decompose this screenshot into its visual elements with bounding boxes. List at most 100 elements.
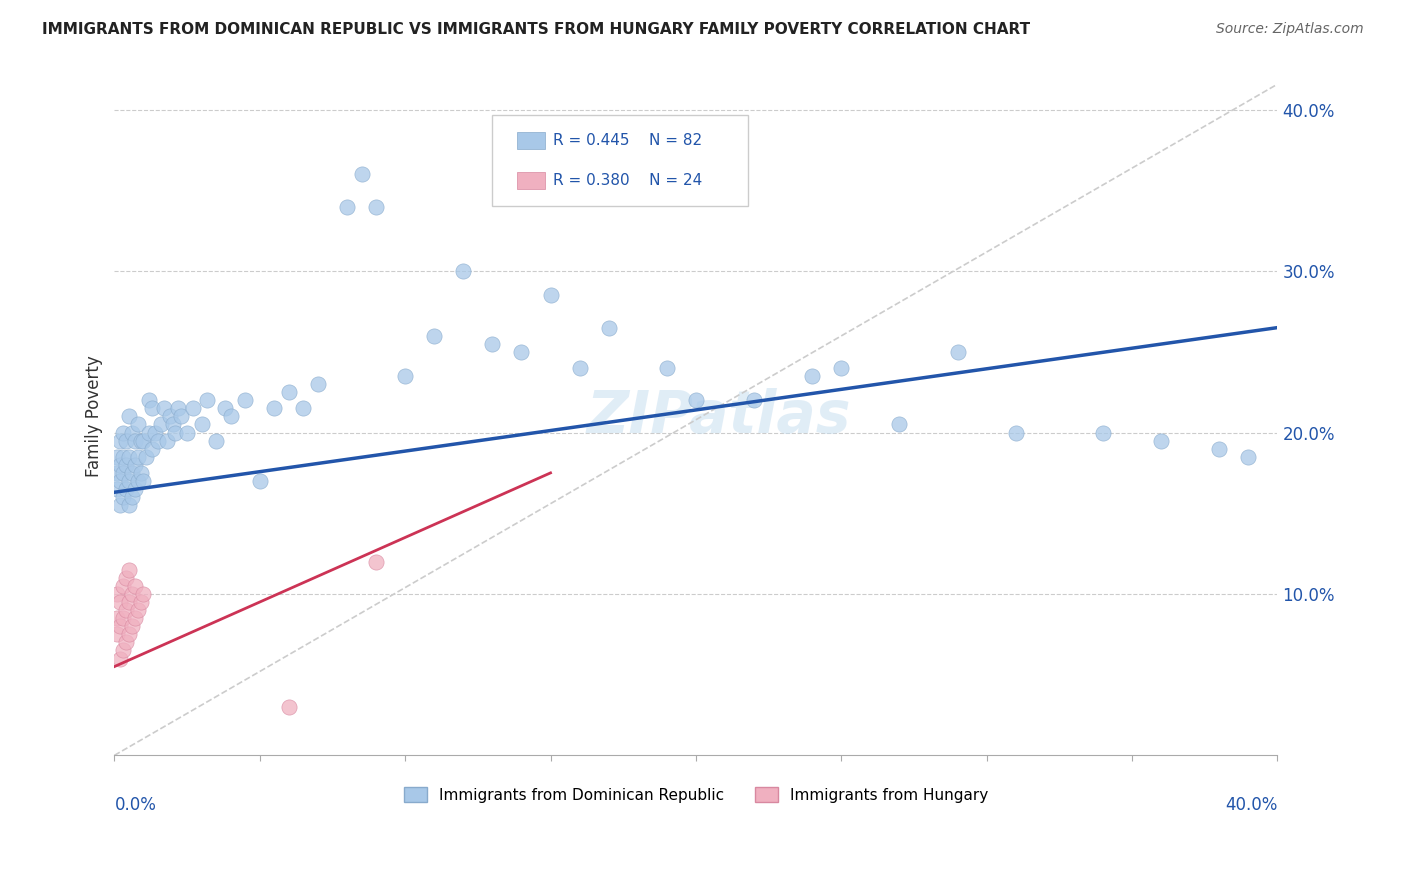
Point	[115, 482, 138, 496]
Point	[568, 361, 591, 376]
Point	[233, 393, 256, 408]
Point	[112, 425, 135, 440]
Point	[598, 320, 620, 334]
Point	[1150, 434, 1173, 448]
Point	[118, 450, 141, 464]
Point	[112, 450, 135, 464]
Point	[127, 474, 149, 488]
Point	[132, 434, 155, 448]
Point	[110, 619, 132, 633]
Point	[214, 401, 236, 416]
Point	[110, 595, 132, 609]
FancyBboxPatch shape	[517, 172, 544, 188]
Point	[156, 434, 179, 448]
Point	[655, 361, 678, 376]
Point	[110, 651, 132, 665]
Point	[141, 401, 163, 416]
Point	[127, 603, 149, 617]
Point	[205, 434, 228, 448]
Point	[129, 466, 152, 480]
Point	[197, 393, 219, 408]
Point	[118, 563, 141, 577]
Legend: Immigrants from Dominican Republic, Immigrants from Hungary: Immigrants from Dominican Republic, Immi…	[398, 780, 994, 809]
Point	[112, 579, 135, 593]
Point	[141, 442, 163, 456]
Point	[307, 377, 329, 392]
Point	[105, 611, 128, 625]
Point	[118, 595, 141, 609]
Point	[685, 393, 707, 408]
Point	[112, 643, 135, 657]
Point	[146, 434, 169, 448]
Point	[105, 627, 128, 641]
Y-axis label: Family Poverty: Family Poverty	[86, 356, 103, 477]
Point	[112, 466, 135, 480]
Point	[149, 417, 172, 432]
Point	[394, 369, 416, 384]
Point	[165, 425, 187, 440]
Text: R = 0.380    N = 24: R = 0.380 N = 24	[553, 173, 702, 188]
Point	[121, 425, 143, 440]
Point	[112, 611, 135, 625]
Point	[350, 167, 373, 181]
Text: ZIPatlas: ZIPatlas	[586, 388, 852, 445]
Point	[110, 474, 132, 488]
Text: 0.0%: 0.0%	[114, 796, 156, 814]
Point	[112, 490, 135, 504]
Point	[830, 361, 852, 376]
Point	[129, 434, 152, 448]
Point	[143, 425, 166, 440]
Point	[127, 450, 149, 464]
Point	[138, 393, 160, 408]
Point	[167, 401, 190, 416]
Point	[105, 587, 128, 601]
Point	[170, 409, 193, 424]
FancyBboxPatch shape	[517, 132, 544, 149]
Point	[118, 474, 141, 488]
Text: 40.0%: 40.0%	[1225, 796, 1278, 814]
Point	[176, 425, 198, 440]
Point	[277, 700, 299, 714]
Point	[118, 409, 141, 424]
Point	[423, 328, 446, 343]
Point	[1091, 425, 1114, 440]
Point	[263, 401, 285, 416]
Point	[219, 409, 242, 424]
Point	[118, 498, 141, 512]
Point	[1208, 442, 1230, 456]
Point	[105, 466, 128, 480]
Point	[115, 603, 138, 617]
Point	[115, 434, 138, 448]
Point	[121, 490, 143, 504]
Point	[121, 466, 143, 480]
Text: R = 0.445    N = 82: R = 0.445 N = 82	[553, 133, 702, 148]
Point	[105, 482, 128, 496]
Point	[115, 458, 138, 472]
Point	[124, 579, 146, 593]
Point	[124, 482, 146, 496]
Point	[946, 344, 969, 359]
Point	[336, 200, 359, 214]
FancyBboxPatch shape	[492, 115, 748, 206]
Point	[110, 498, 132, 512]
Point	[742, 393, 765, 408]
Point	[190, 417, 212, 432]
Point	[481, 336, 503, 351]
Point	[110, 434, 132, 448]
Point	[115, 571, 138, 585]
Point	[121, 587, 143, 601]
Point	[1004, 425, 1026, 440]
Point	[453, 264, 475, 278]
Point	[110, 458, 132, 472]
Point	[292, 401, 315, 416]
Point	[124, 458, 146, 472]
Point	[115, 635, 138, 649]
Point	[118, 627, 141, 641]
Text: IMMIGRANTS FROM DOMINICAN REPUBLIC VS IMMIGRANTS FROM HUNGARY FAMILY POVERTY COR: IMMIGRANTS FROM DOMINICAN REPUBLIC VS IM…	[42, 22, 1031, 37]
Point	[364, 555, 387, 569]
Point	[889, 417, 911, 432]
Point	[121, 619, 143, 633]
Point	[277, 385, 299, 400]
Point	[181, 401, 204, 416]
Point	[138, 425, 160, 440]
